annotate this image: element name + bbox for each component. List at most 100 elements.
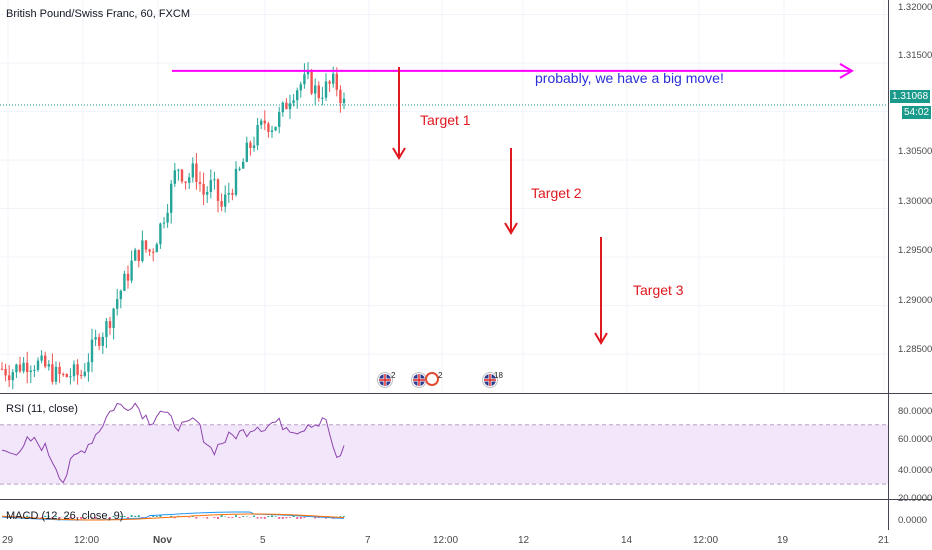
rsi-tick: 20.0000 <box>898 493 932 504</box>
price-tick: 1.30500 <box>898 146 932 157</box>
candle-body <box>342 98 346 104</box>
annotation-target-1[interactable]: Target 1 <box>420 112 471 128</box>
candle-body <box>321 97 324 99</box>
event-count: 18 <box>494 371 503 380</box>
candle-body <box>310 71 313 94</box>
candle-body <box>249 142 252 149</box>
macd-histogram-bar <box>263 517 266 519</box>
uk-flag-icon[interactable] <box>482 372 498 388</box>
candle-body <box>188 177 191 183</box>
candle-body <box>206 191 209 195</box>
candle-body <box>216 179 220 201</box>
target-arrowhead <box>392 147 406 160</box>
macd-histogram-bar <box>191 516 194 517</box>
macd-histogram-bar <box>206 517 209 519</box>
rsi-title: RSI (11, close) <box>6 403 78 415</box>
price-tick: 1.30000 <box>898 196 932 207</box>
macd-pane[interactable]: MACD (12, 26, close, 9) <box>0 501 888 530</box>
candle-body <box>137 249 140 262</box>
candle-body <box>62 374 65 376</box>
candle-body <box>29 370 32 373</box>
macd-histogram-bar <box>152 515 155 517</box>
macd-histogram-bar <box>170 515 173 517</box>
candle-body <box>8 375 11 381</box>
time-tick: 5 <box>260 535 266 546</box>
macd-histogram-bar <box>188 517 191 518</box>
annotation-note[interactable]: probably, we have a big move! <box>535 70 724 86</box>
candle-body <box>54 366 58 382</box>
price-chart-pane[interactable]: British Pound/Swiss Franc, 60, FXCM prob… <box>0 0 888 393</box>
price-axis[interactable]: 1.32000 1.31500 1.30500 1.30000 1.29500 … <box>889 0 932 530</box>
candle-body <box>285 102 288 110</box>
macd-histogram-bar <box>220 515 223 517</box>
annotation-target-3[interactable]: Target 3 <box>633 282 684 298</box>
candle-body <box>65 374 68 378</box>
candle-body <box>51 364 54 382</box>
price-tick: 1.31500 <box>898 50 932 61</box>
candle-body <box>173 170 176 184</box>
resistance-arrowhead <box>839 62 854 79</box>
macd-histogram-bar <box>343 516 345 517</box>
candle-body <box>220 200 223 207</box>
candle-body <box>299 84 302 91</box>
candle-body <box>155 244 158 253</box>
candle-body <box>252 145 256 149</box>
time-tick: 29 <box>2 535 14 546</box>
price-chart[interactable] <box>0 0 888 393</box>
price-tick: 1.28500 <box>898 344 932 355</box>
macd-title: MACD (12, 26, close, 9) <box>6 510 124 522</box>
rsi-line <box>1 402 345 484</box>
macd-histogram-bar <box>58 517 61 519</box>
price-axis-border <box>888 0 889 530</box>
pane-separator[interactable] <box>0 499 932 500</box>
candle-body <box>198 182 202 184</box>
time-tick: 12:00 <box>693 535 719 546</box>
swiss-event-icon[interactable] <box>425 372 439 386</box>
candle-body <box>58 366 61 375</box>
candle-body <box>209 180 212 192</box>
macd-tick: 0.0000 <box>898 515 928 526</box>
candle-body <box>180 169 184 182</box>
event-count: 2 <box>391 371 396 380</box>
time-tick: 14 <box>621 535 633 546</box>
candle-body <box>159 223 162 245</box>
candle-body <box>184 181 187 183</box>
macd-histogram-bar <box>260 517 263 519</box>
candle-body <box>274 126 277 131</box>
candle-body <box>281 102 284 113</box>
macd-histogram-bar <box>296 517 299 519</box>
macd-histogram-bar <box>173 517 176 519</box>
candle-body <box>0 368 4 370</box>
event-count: 2 <box>438 371 443 380</box>
candle-body <box>242 161 245 169</box>
macd-histogram-bar <box>134 515 137 517</box>
candle-body <box>339 89 342 104</box>
macd-histogram-bar <box>245 516 248 517</box>
macd-histogram-bar <box>137 515 140 517</box>
candle-body <box>288 103 292 110</box>
rsi-tick: 40.0000 <box>898 465 932 476</box>
macd-histogram-bar <box>235 515 237 517</box>
macd-histogram-bar <box>87 516 90 517</box>
rsi-pane[interactable]: RSI (11, close) <box>0 395 888 499</box>
candle-body <box>87 362 90 372</box>
uk-flag-icon[interactable] <box>377 372 393 388</box>
time-tick: 12:00 <box>433 535 459 546</box>
candle-body <box>126 273 130 281</box>
candle-body <box>234 168 238 195</box>
candle-body <box>263 120 266 124</box>
candle-body <box>94 337 97 340</box>
macd-chart[interactable] <box>0 501 888 530</box>
candle-body <box>83 371 86 376</box>
time-axis[interactable]: 29 12:00 Nov 5 7 12:00 12 14 12:00 19 21 <box>0 530 889 550</box>
pane-separator[interactable] <box>0 393 932 394</box>
macd-histogram-bar <box>195 517 198 519</box>
annotation-target-2[interactable]: Target 2 <box>531 185 582 201</box>
candle-body <box>224 194 227 207</box>
last-price-badge: 1.31068 <box>890 90 931 103</box>
macd-histogram-bar <box>278 517 281 519</box>
candle-body <box>144 240 148 250</box>
macd-histogram-bar <box>159 515 162 517</box>
rsi-chart[interactable] <box>0 395 888 499</box>
macd-histogram-bar <box>65 515 68 517</box>
